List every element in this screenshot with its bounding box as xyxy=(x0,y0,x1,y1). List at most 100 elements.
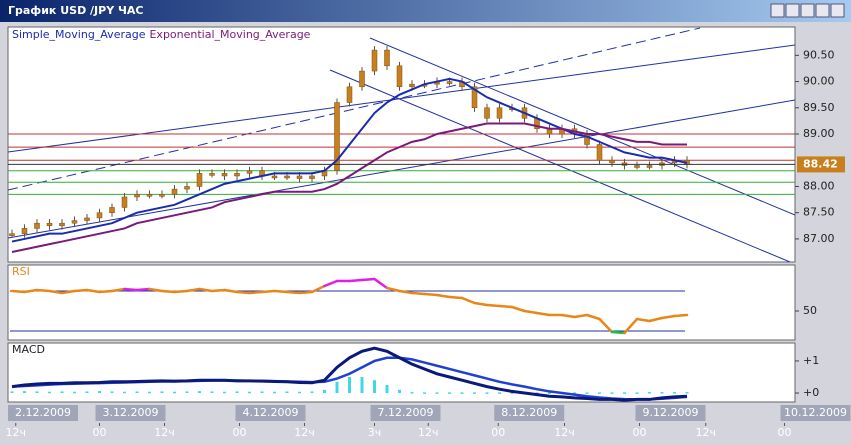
rsi-segment xyxy=(360,277,376,282)
button-minimize[interactable] xyxy=(815,3,830,18)
date-label: 4.12.2009 xyxy=(243,406,299,419)
histogram-bar xyxy=(685,392,689,394)
button-close[interactable] xyxy=(830,3,845,18)
candle xyxy=(646,165,653,168)
channel-line xyxy=(8,27,701,191)
rsi-segment xyxy=(498,304,514,309)
candle xyxy=(96,212,103,219)
date-label: 2.12.2009 xyxy=(15,406,71,419)
rsi-segment xyxy=(410,291,426,296)
rsi-segment xyxy=(85,288,101,294)
histogram-bar xyxy=(310,391,314,394)
rsi-segment xyxy=(323,279,339,288)
candle xyxy=(359,70,365,88)
current-price-box xyxy=(797,156,845,173)
histogram-bar xyxy=(185,391,189,394)
date-box xyxy=(95,405,166,421)
candle xyxy=(446,81,453,84)
button-layout[interactable] xyxy=(800,3,815,18)
histogram-bar xyxy=(323,389,326,394)
histogram-bar xyxy=(348,376,351,394)
candle xyxy=(409,83,415,88)
panel-title: MACD xyxy=(12,343,45,356)
rsi-segment xyxy=(248,290,264,295)
candle xyxy=(134,194,140,198)
histogram-bar xyxy=(585,392,589,394)
window-title: График USD /JPY ЧАС xyxy=(8,4,143,17)
hour-label: 12ч xyxy=(294,426,315,439)
window-buttons xyxy=(770,3,845,18)
rsi-segment xyxy=(123,287,139,292)
rsi-segment xyxy=(560,313,576,319)
rsi-segment xyxy=(198,287,214,293)
histogram-bar xyxy=(623,392,626,394)
rsi-segment xyxy=(135,287,151,292)
candle xyxy=(209,173,215,176)
rsi-segment xyxy=(285,290,301,295)
histogram-bar xyxy=(548,392,551,394)
rsi-segment xyxy=(298,290,314,295)
rsi-segment xyxy=(398,289,414,295)
histogram-bar xyxy=(385,385,389,394)
y-tick-label: 50 xyxy=(803,304,817,317)
channel-line xyxy=(329,69,791,262)
rsi-segment xyxy=(585,313,601,321)
hour-label: 12ч xyxy=(6,426,27,439)
histogram-bar xyxy=(23,391,26,394)
histogram-bar xyxy=(298,391,301,394)
histogram-bar xyxy=(335,381,339,394)
rsi-panel xyxy=(7,264,796,341)
moving-average xyxy=(11,122,687,254)
rsi-segment xyxy=(660,314,676,320)
hour-label: 12ч xyxy=(696,426,717,439)
histogram-bar xyxy=(210,391,214,394)
y-tick-label: +0 xyxy=(803,386,819,399)
candle xyxy=(146,194,153,197)
button-tile[interactable] xyxy=(785,3,800,18)
rsi-segment xyxy=(673,313,689,318)
y-tick-label: 90.50 xyxy=(803,48,835,61)
hour-label: 3ч xyxy=(368,426,382,439)
histogram-bar xyxy=(10,391,14,394)
candle xyxy=(196,173,203,187)
histogram-bar xyxy=(648,392,651,394)
candle xyxy=(384,49,390,67)
candle xyxy=(234,173,240,177)
date-box xyxy=(8,405,78,421)
candle xyxy=(334,102,340,171)
rsi-segment xyxy=(98,289,114,294)
date-label: 7.12.2009 xyxy=(378,406,434,419)
histogram-bar xyxy=(498,392,501,394)
date-label: 3.12.2009 xyxy=(103,406,159,419)
button-help[interactable] xyxy=(770,3,785,18)
date-box xyxy=(370,405,441,421)
y-tick-label: 87.00 xyxy=(803,232,835,245)
rsi-segment xyxy=(260,289,276,294)
channel-line xyxy=(8,99,795,239)
rsi-segment xyxy=(23,288,39,294)
rsi-segment xyxy=(235,290,251,295)
channel-line xyxy=(369,37,795,216)
histogram-bar xyxy=(610,392,614,394)
rsi-segment xyxy=(460,296,476,305)
hour-label: 00 xyxy=(491,426,505,439)
macd-panel xyxy=(7,342,796,403)
y-tick-label: 87.50 xyxy=(803,206,835,219)
histogram-bar xyxy=(460,392,464,394)
y-tick-label: 88.00 xyxy=(803,179,835,192)
rsi-segment xyxy=(35,288,51,293)
hour-label: 12ч xyxy=(418,426,439,439)
legend-entry: Exponential_Moving_Average xyxy=(149,28,310,41)
candle xyxy=(159,194,165,197)
date-label: 8.12.2009 xyxy=(501,406,557,419)
candle xyxy=(596,144,603,161)
rsi-segment xyxy=(110,287,126,293)
candle xyxy=(171,188,178,195)
histogram-bar xyxy=(48,391,51,394)
hour-label: 00 xyxy=(778,426,792,439)
histogram-bar xyxy=(360,376,364,394)
candle xyxy=(471,86,478,109)
histogram-bar xyxy=(598,392,601,394)
rsi-segment xyxy=(373,277,389,290)
rsi-segment xyxy=(173,289,189,294)
